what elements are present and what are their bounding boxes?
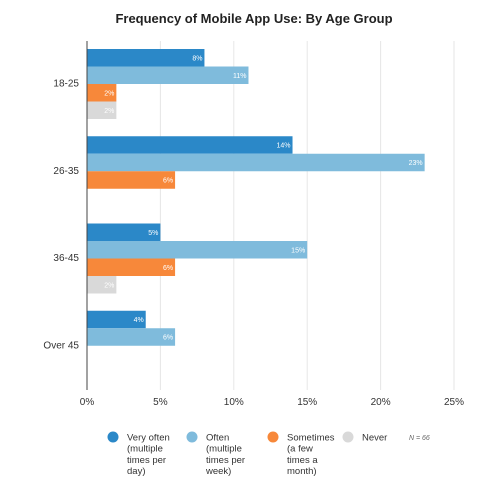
bar-18-25-series-2 xyxy=(87,84,117,102)
x-tick-label: 5% xyxy=(153,397,168,408)
bar-data-label: 2% xyxy=(104,108,114,115)
bar-26-35-series-2 xyxy=(87,171,176,189)
bar-18-25-series-1 xyxy=(87,66,249,84)
bar-18-25-series-0 xyxy=(87,49,205,67)
legend-label: times per xyxy=(206,455,245,466)
bar-data-label: 6% xyxy=(163,265,173,272)
category-label: 36-45 xyxy=(53,253,79,264)
bar-data-label: 15% xyxy=(291,247,305,254)
legend-label: month) xyxy=(287,466,317,477)
x-tick-label: 0% xyxy=(80,397,95,408)
legend-marker xyxy=(342,431,354,443)
bars: 8% 11% 2% 2% 14% 23% 6% 5% 15% 6% 2% 4% 6% xyxy=(87,49,425,346)
bar-data-label: 8% xyxy=(192,55,202,62)
bar-data-label: 23% xyxy=(409,160,423,167)
x-tick-label: 25% xyxy=(444,397,464,408)
legend-marker xyxy=(267,431,279,443)
category-label: Over 45 xyxy=(43,340,79,351)
chart-title: Frequency of Mobile App Use: By Age Grou… xyxy=(115,11,392,26)
bar-data-label: 2% xyxy=(104,90,114,97)
bar-data-label: 4% xyxy=(134,317,144,324)
bar-data-label: 6% xyxy=(163,335,173,342)
bar-36-45-series-3 xyxy=(87,276,117,294)
axes: 0% 5% 10% 15% 20% 25% 18-25 26-35 36-45 Over 45 xyxy=(43,41,464,408)
legend-marker xyxy=(186,431,198,443)
bar-26-35-series-0 xyxy=(87,136,293,154)
legend-label: Often xyxy=(206,433,229,444)
x-tick-label: 20% xyxy=(371,397,391,408)
bar-36-45-series-0 xyxy=(87,223,161,241)
bar-36-45-series-2 xyxy=(87,258,176,276)
bar-data-label: 2% xyxy=(104,282,114,289)
legend-label: (a few xyxy=(287,444,313,455)
legend-label: times a xyxy=(287,455,318,466)
bar-data-label: 14% xyxy=(277,143,291,150)
legend-label: Never xyxy=(362,433,387,444)
legend-label: (multiple xyxy=(206,444,242,455)
legend-label: Very often xyxy=(127,433,170,444)
legend-marker xyxy=(107,431,119,443)
x-tick-label: 15% xyxy=(297,397,317,408)
bar-26-35-series-1 xyxy=(87,153,425,172)
bar-data-label: 6% xyxy=(163,178,173,185)
bar-data-label: 5% xyxy=(148,230,158,237)
legend-label: (multiple xyxy=(127,444,163,455)
category-label: 18-25 xyxy=(53,79,79,90)
legend-label: week) xyxy=(205,466,231,477)
gridlines xyxy=(159,41,455,390)
legend-label: times per xyxy=(127,455,166,466)
bar-over-45-series-0 xyxy=(87,310,146,329)
bar-36-45-series-1 xyxy=(87,241,308,259)
bar-18-25-series-3 xyxy=(87,101,117,119)
bar-over-45-series-1 xyxy=(87,328,176,346)
bar-data-label: 11% xyxy=(233,73,247,80)
sample-size-note: N = 66 xyxy=(409,435,430,442)
legend-label: Sometimes xyxy=(287,433,335,444)
legend-label: day) xyxy=(127,466,145,477)
category-label: 26-35 xyxy=(53,166,79,177)
x-tick-label: 10% xyxy=(224,397,244,408)
